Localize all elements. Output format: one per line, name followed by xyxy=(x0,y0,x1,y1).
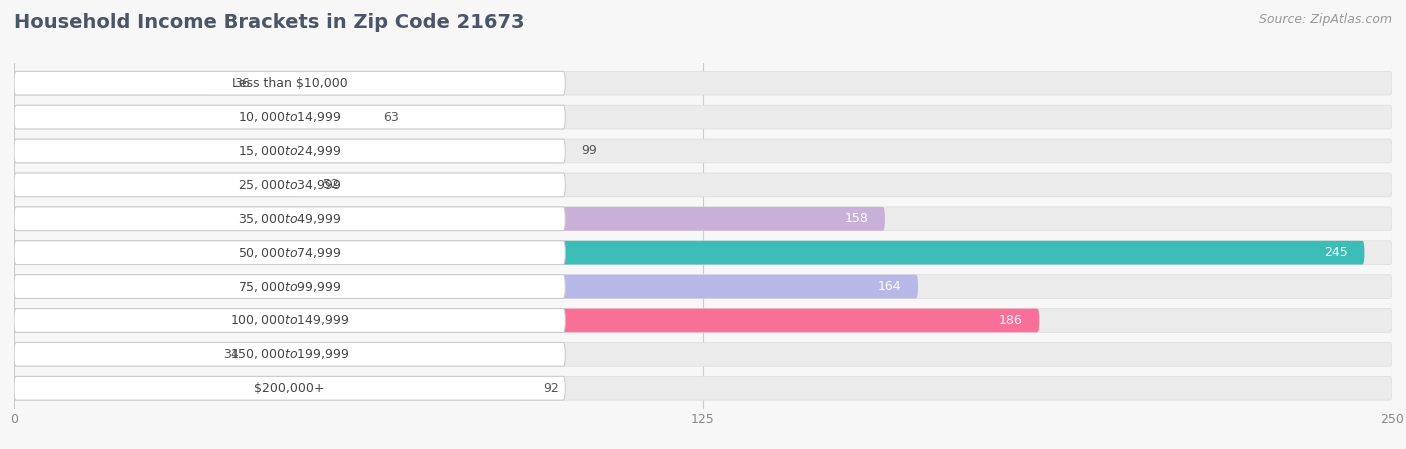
Text: Less than $10,000: Less than $10,000 xyxy=(232,77,347,90)
FancyBboxPatch shape xyxy=(14,241,1392,264)
FancyBboxPatch shape xyxy=(14,173,565,197)
FancyBboxPatch shape xyxy=(14,275,565,299)
FancyBboxPatch shape xyxy=(14,105,565,129)
FancyBboxPatch shape xyxy=(14,71,565,95)
FancyBboxPatch shape xyxy=(14,275,918,299)
Text: 63: 63 xyxy=(384,110,399,123)
FancyBboxPatch shape xyxy=(14,173,301,197)
FancyBboxPatch shape xyxy=(14,173,1392,197)
Text: $25,000 to $34,999: $25,000 to $34,999 xyxy=(238,178,342,192)
Text: $35,000 to $49,999: $35,000 to $49,999 xyxy=(238,212,342,226)
Text: 34: 34 xyxy=(224,348,239,361)
Text: $15,000 to $24,999: $15,000 to $24,999 xyxy=(238,144,342,158)
Text: 52: 52 xyxy=(323,178,339,191)
FancyBboxPatch shape xyxy=(14,105,361,129)
FancyBboxPatch shape xyxy=(14,139,565,163)
FancyBboxPatch shape xyxy=(14,308,565,332)
FancyBboxPatch shape xyxy=(14,343,201,366)
Text: $100,000 to $149,999: $100,000 to $149,999 xyxy=(231,313,349,327)
FancyBboxPatch shape xyxy=(14,207,565,231)
Text: 245: 245 xyxy=(1324,246,1348,259)
Text: 186: 186 xyxy=(998,314,1022,327)
Text: 164: 164 xyxy=(877,280,901,293)
Text: $50,000 to $74,999: $50,000 to $74,999 xyxy=(238,246,342,260)
FancyBboxPatch shape xyxy=(14,241,565,264)
Text: 36: 36 xyxy=(235,77,250,90)
FancyBboxPatch shape xyxy=(14,308,1392,332)
Text: 99: 99 xyxy=(582,145,598,158)
FancyBboxPatch shape xyxy=(14,71,212,95)
Text: 158: 158 xyxy=(845,212,869,225)
FancyBboxPatch shape xyxy=(14,139,560,163)
Text: Source: ZipAtlas.com: Source: ZipAtlas.com xyxy=(1258,13,1392,26)
FancyBboxPatch shape xyxy=(14,105,1392,129)
FancyBboxPatch shape xyxy=(14,207,884,231)
FancyBboxPatch shape xyxy=(14,376,522,400)
Text: 92: 92 xyxy=(543,382,560,395)
Text: $75,000 to $99,999: $75,000 to $99,999 xyxy=(238,280,342,294)
FancyBboxPatch shape xyxy=(14,343,565,366)
FancyBboxPatch shape xyxy=(14,275,1392,299)
FancyBboxPatch shape xyxy=(14,308,1039,332)
FancyBboxPatch shape xyxy=(14,139,1392,163)
FancyBboxPatch shape xyxy=(14,207,1392,231)
Text: $150,000 to $199,999: $150,000 to $199,999 xyxy=(231,348,349,361)
Text: $200,000+: $200,000+ xyxy=(254,382,325,395)
FancyBboxPatch shape xyxy=(14,343,1392,366)
FancyBboxPatch shape xyxy=(14,241,1364,264)
FancyBboxPatch shape xyxy=(14,376,565,400)
Text: Household Income Brackets in Zip Code 21673: Household Income Brackets in Zip Code 21… xyxy=(14,13,524,32)
FancyBboxPatch shape xyxy=(14,71,1392,95)
Text: $10,000 to $14,999: $10,000 to $14,999 xyxy=(238,110,342,124)
FancyBboxPatch shape xyxy=(14,376,1392,400)
